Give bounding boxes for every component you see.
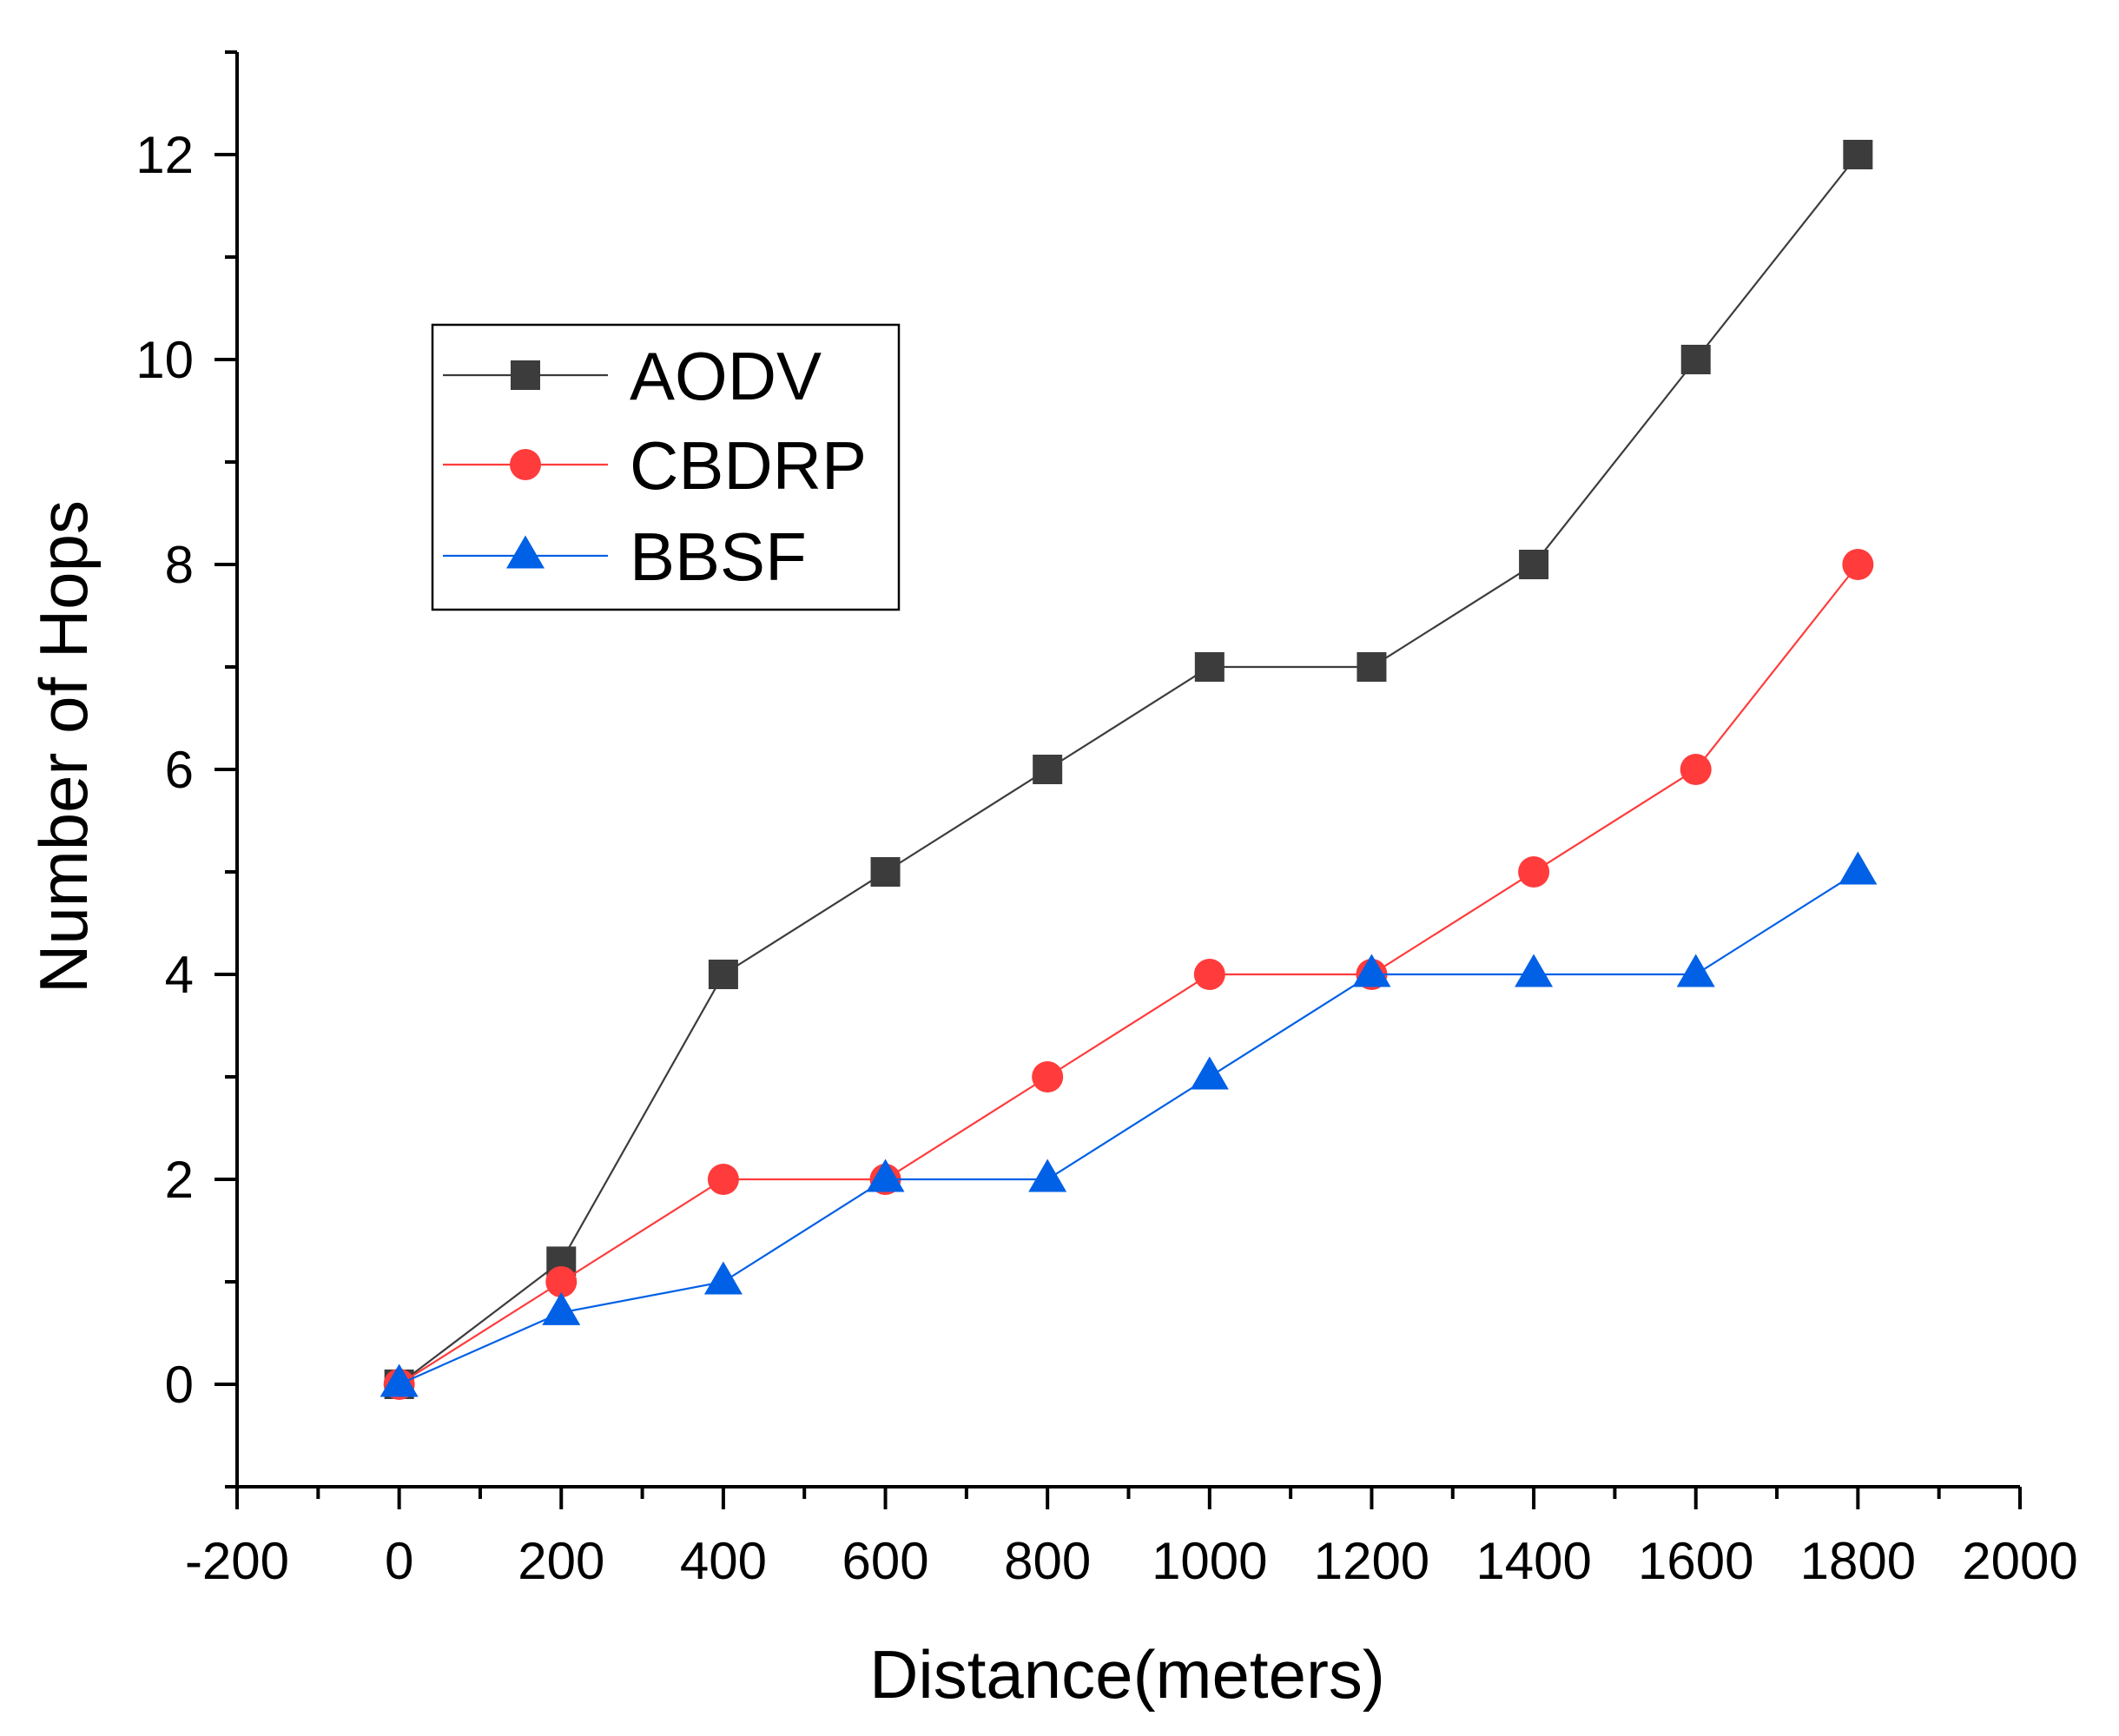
data-point-bbsf (1352, 954, 1391, 987)
legend-label-cbdrp: CBDRP (630, 427, 867, 504)
y-tick-label: 0 (165, 1356, 194, 1414)
x-tick-label: 200 (518, 1532, 604, 1590)
data-point-aodv (1033, 755, 1063, 784)
legend-marker-bbsf (506, 535, 545, 569)
x-tick-label: -200 (185, 1532, 289, 1590)
axes: -200 0 200 400 600 800 1000 1200 1400 1600 1800 200… (135, 50, 2078, 1590)
data-point-bbsf (1676, 954, 1715, 987)
data-point-cbdrp (1518, 856, 1550, 888)
x-tick-label: 1800 (1800, 1532, 1916, 1590)
series-line-bbsf (399, 871, 1858, 1386)
data-point-bbsf (542, 1291, 581, 1325)
series-line-cbdrp (399, 564, 1859, 1385)
data-point-aodv (1843, 140, 1873, 169)
data-point-bbsf (1515, 954, 1554, 987)
data-point-cbdrp (1032, 1061, 1064, 1092)
data-point-aodv (1357, 652, 1387, 682)
data-point-aodv (1680, 345, 1711, 374)
data-point-bbsf (866, 1158, 905, 1192)
x-axis-title: Distance(meters) (869, 1636, 1385, 1713)
x-tick-label: 2000 (1962, 1532, 2077, 1590)
x-tick-label: 600 (842, 1532, 928, 1590)
x-tick-label: 1000 (1152, 1532, 1267, 1590)
legend-label-bbsf: BBSF (630, 518, 807, 595)
x-tick-label: 0 (385, 1532, 413, 1590)
x-tick-label: 1200 (1314, 1532, 1429, 1590)
y-tick-label: 8 (165, 536, 194, 594)
data-point-bbsf (1838, 851, 1878, 885)
data-point-aodv (870, 857, 901, 887)
x-tick-label: 1400 (1475, 1532, 1591, 1590)
y-tick-label: 2 (165, 1151, 194, 1209)
legend-label-aodv: AODV (630, 338, 822, 414)
y-tick-label: 12 (135, 126, 194, 184)
x-tick-label: 400 (680, 1532, 767, 1590)
data-point-aodv (1194, 652, 1225, 682)
y-axis-title: Number of Hops (25, 500, 102, 993)
data-point-aodv (708, 960, 738, 989)
series-line-aodv (398, 154, 1859, 1385)
y-tick-label: 10 (135, 331, 194, 389)
legend: AODV CBDRP BBSF (431, 323, 901, 611)
legend-marker-cbdrp (510, 449, 541, 480)
x-tick-label: 800 (1004, 1532, 1091, 1590)
data-point-cbdrp (707, 1164, 739, 1195)
data-point-bbsf (380, 1363, 419, 1397)
data-point-cbdrp (545, 1266, 578, 1297)
series-bbsf (380, 851, 1878, 1397)
plot-area (380, 140, 1878, 1400)
y-tick-label: 6 (165, 741, 194, 799)
x-tick-label: 1600 (1638, 1532, 1753, 1590)
data-point-cbdrp (1680, 754, 1712, 785)
legend-marker-aodv (511, 360, 540, 390)
data-point-bbsf (703, 1261, 743, 1295)
data-point-cbdrp (1842, 549, 1874, 580)
data-point-bbsf (1190, 1056, 1229, 1090)
y-tick-label: 4 (165, 946, 194, 1004)
data-point-aodv (1519, 550, 1549, 579)
data-point-cbdrp (1193, 959, 1225, 990)
data-point-bbsf (1028, 1158, 1067, 1192)
